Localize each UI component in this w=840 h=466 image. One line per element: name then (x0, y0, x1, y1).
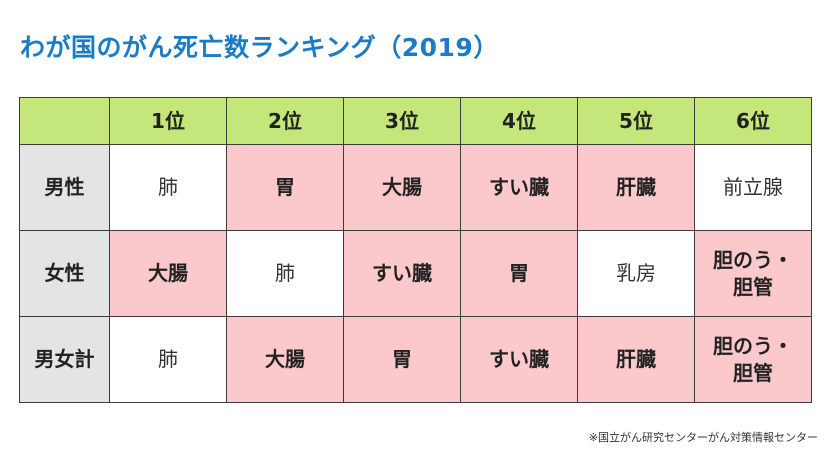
header-rank-6: 6位 (694, 97, 812, 145)
table-cell: 肝臓 (577, 144, 695, 231)
header-rank-3: 3位 (343, 97, 461, 145)
ranking-table: 1位 2位 3位 4位 5位 6位 男性 肺 胃 大腸 すい臓 肝臓 前立腺 女… (19, 97, 812, 403)
table-cell: すい臓 (343, 230, 461, 317)
header-rank-5: 5位 (577, 97, 695, 145)
header-row: 1位 2位 3位 4位 5位 6位 (19, 97, 812, 145)
table-cell: 大腸 (343, 144, 461, 231)
table-cell: 肺 (109, 144, 227, 231)
table-row-total: 男女計 肺 大腸 胃 すい臓 肝臓 胆のう・ 胆管 (19, 316, 812, 403)
row-label-female: 女性 (19, 230, 110, 317)
table-cell: 胃 (226, 144, 344, 231)
table-cell: すい臓 (460, 144, 578, 231)
table-cell: 胃 (343, 316, 461, 403)
table-cell: 大腸 (226, 316, 344, 403)
table-cell: 肺 (109, 316, 227, 403)
source-note: ※国立がん研究センターがん対策情報センター (588, 431, 818, 444)
table-row-female: 女性 大腸 肺 すい臓 胃 乳房 胆のう・ 胆管 (19, 230, 812, 317)
row-label-male: 男性 (19, 144, 110, 231)
header-rank-4: 4位 (460, 97, 578, 145)
header-rank-2: 2位 (226, 97, 344, 145)
table-cell: すい臓 (460, 316, 578, 403)
table-cell: 肺 (226, 230, 344, 317)
table-cell: 前立腺 (694, 144, 812, 231)
row-label-total: 男女計 (19, 316, 110, 403)
table-cell: 肝臓 (577, 316, 695, 403)
table-cell: 胆のう・ 胆管 (694, 316, 812, 403)
page-title: わが国のがん死亡数ランキング（2019） (20, 33, 499, 62)
table-cell: 胆のう・ 胆管 (694, 230, 812, 317)
header-rank-1: 1位 (109, 97, 227, 145)
header-corner-cell (19, 97, 110, 145)
table-cell: 大腸 (109, 230, 227, 317)
table-cell: 胃 (460, 230, 578, 317)
table-row-male: 男性 肺 胃 大腸 すい臓 肝臓 前立腺 (19, 144, 812, 231)
table-cell: 乳房 (577, 230, 695, 317)
